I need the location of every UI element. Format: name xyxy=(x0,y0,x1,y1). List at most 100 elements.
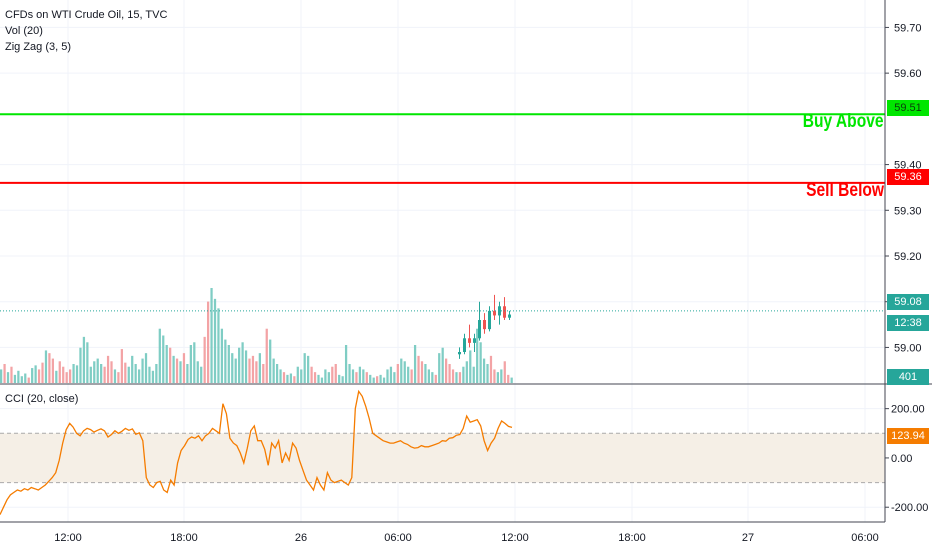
volume-bar xyxy=(113,369,117,383)
volume-bar xyxy=(445,358,448,383)
volume-bar xyxy=(476,328,479,383)
candle-body xyxy=(473,338,476,343)
volume-bar xyxy=(58,361,61,383)
volume-bar xyxy=(313,372,317,383)
volume-bar xyxy=(182,353,186,383)
candle-body xyxy=(458,352,461,355)
volume-bar xyxy=(117,372,120,383)
volume-bar xyxy=(234,358,237,383)
volume-bar xyxy=(410,369,413,383)
cci-value-tag: 123.94 xyxy=(887,428,929,444)
volume-bar xyxy=(151,370,155,383)
time-tick-label: 18:00 xyxy=(170,532,198,544)
volume-bar xyxy=(41,362,44,383)
volume-bar xyxy=(75,365,79,383)
volume-bar xyxy=(279,369,282,383)
volume-bar xyxy=(365,372,368,383)
time-axis[interactable]: 12:00 18:00 26 06:00 12:00 18:00 27 06:00 xyxy=(54,532,879,544)
volume-bar xyxy=(265,328,268,383)
volume-bar xyxy=(68,369,72,383)
volume-bar xyxy=(482,358,486,383)
volume-bar xyxy=(127,366,130,383)
symbol-legend[interactable]: CFDs on WTI Crude Oil, 15, TVC xyxy=(5,9,168,21)
volume-bar xyxy=(169,347,172,383)
volume-bar xyxy=(10,366,13,383)
volume-bar xyxy=(382,377,386,383)
zigzag-legend[interactable]: Zig Zag (3, 5) xyxy=(5,41,72,53)
volume-bar xyxy=(269,339,272,383)
volume-bar xyxy=(0,369,3,383)
volume-bar xyxy=(27,377,30,383)
volume-bar xyxy=(158,328,161,383)
cci-legend[interactable]: CCI (20, close) xyxy=(5,393,79,405)
volume-bar xyxy=(334,364,337,383)
volume-bar xyxy=(500,369,503,383)
buy-above-label[interactable]: Buy Above xyxy=(803,111,884,132)
volume-bar xyxy=(286,374,289,383)
time-tick-label: 12:00 xyxy=(54,532,82,544)
volume-bar xyxy=(327,372,330,383)
cci-line xyxy=(0,389,513,515)
volume-bar xyxy=(465,361,468,383)
volume-bar xyxy=(193,342,196,383)
volume-bar xyxy=(310,366,313,383)
price-tick-label: 59.30 xyxy=(894,205,922,217)
sell-below-label[interactable]: Sell Below xyxy=(806,180,884,201)
volume-legend[interactable]: Vol (20) xyxy=(5,25,43,37)
volume-bar xyxy=(72,364,75,383)
volume-bar xyxy=(179,361,182,383)
candlesticks[interactable] xyxy=(458,294,511,359)
volume-bar xyxy=(503,361,506,383)
cci-axis[interactable]: 200.00 0.00 -200.00 xyxy=(885,404,928,515)
volume-bar xyxy=(217,308,220,383)
volume-bar xyxy=(441,347,444,383)
volume-bar xyxy=(469,350,472,383)
volume-bar xyxy=(124,362,127,383)
volume-bar xyxy=(303,353,306,383)
volume-bar xyxy=(496,372,500,383)
volume-bar xyxy=(203,336,206,383)
volume-bar xyxy=(244,350,248,383)
volume-bar xyxy=(407,366,410,383)
volume-bar xyxy=(210,288,213,383)
volume-bar xyxy=(37,369,41,383)
candle-body xyxy=(503,306,506,318)
volume-bar xyxy=(137,369,141,383)
candle-body xyxy=(498,306,501,316)
volume-bar xyxy=(386,369,389,383)
volume-bar xyxy=(389,366,393,383)
cci-tick-label: 0.00 xyxy=(891,453,912,465)
volume-bar xyxy=(241,342,244,383)
volume-bar xyxy=(189,345,192,383)
volume-bar xyxy=(186,364,189,383)
volume-bar xyxy=(358,366,362,383)
volume-bar xyxy=(403,361,406,383)
volume-bar xyxy=(206,301,210,383)
time-tick-label: 12:00 xyxy=(501,532,529,544)
volume-bar xyxy=(144,353,148,383)
volume-bar xyxy=(317,374,320,383)
volume-bar xyxy=(434,374,437,383)
price-tick-label: 59.00 xyxy=(894,342,922,354)
volume-bar xyxy=(248,358,251,383)
volume-bar xyxy=(220,328,224,383)
cci-tick-label: 200.00 xyxy=(891,404,925,416)
volume-bar xyxy=(379,374,382,383)
volume-bar xyxy=(131,355,134,383)
volume-bar xyxy=(331,366,334,383)
volume-bar xyxy=(155,364,158,383)
time-tick-label: 06:00 xyxy=(384,532,412,544)
volume-bar xyxy=(148,366,151,383)
candle-body xyxy=(488,310,491,330)
volume-bar xyxy=(372,377,375,383)
volume-bar xyxy=(289,373,293,383)
volume-bar xyxy=(6,372,10,383)
candle-body xyxy=(493,310,496,316)
volume-bar xyxy=(196,361,199,383)
volume-tag: 401 xyxy=(887,369,929,385)
volume-bar xyxy=(106,355,110,383)
volume-bar xyxy=(65,372,68,383)
volume-bar xyxy=(451,369,455,383)
volume-bar xyxy=(224,339,227,383)
